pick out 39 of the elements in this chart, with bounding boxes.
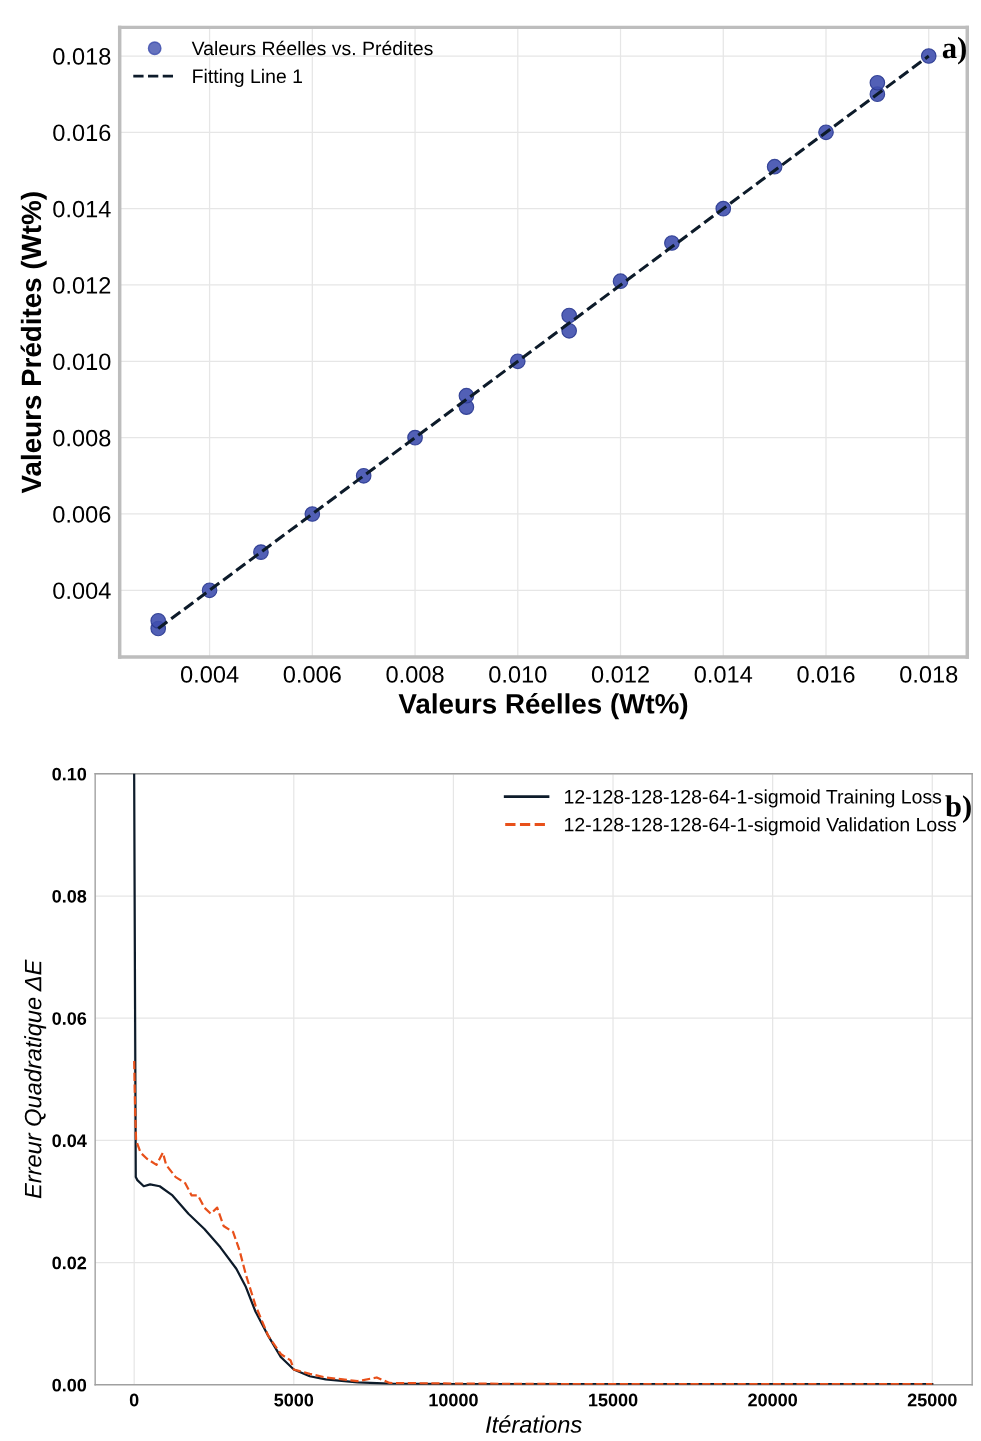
x-tick-label: 0.014: [694, 666, 753, 683]
x-tick-label: 0.006: [283, 666, 341, 683]
y-tick-label: 0.014: [53, 200, 111, 218]
x-tick-label: 25000: [907, 1393, 957, 1407]
y-tick-label: 0.04: [52, 1134, 87, 1148]
legend-label: Valeurs Réelles vs. Prédites: [191, 40, 433, 56]
y-tick-label: 0.010: [53, 353, 111, 371]
x-tick-label: 0.012: [591, 666, 649, 683]
y-axis-title: Erreur Quadratique ΔE: [24, 959, 47, 1199]
line-series: [133, 1059, 934, 1385]
legend-label: Fitting Line 1: [193, 68, 303, 87]
x-tick-label: 15000: [589, 1393, 638, 1407]
y-tick-label: 0.004: [53, 582, 111, 600]
y-tick-label: 0.012: [53, 277, 111, 294]
y-tick-label: 0.016: [53, 124, 111, 142]
annotation: a): [942, 36, 966, 65]
x-tick-label: 0.008: [386, 666, 444, 683]
y-tick-label: 0.018: [53, 48, 111, 65]
x-tick-label: 0.018: [900, 666, 958, 683]
y-tick-label: 0.00: [52, 1378, 87, 1392]
x-tick-label: 0.016: [797, 666, 855, 683]
y-tick-label: 0.10: [52, 767, 87, 781]
x-axis-title: Itérations: [486, 1415, 582, 1433]
point: [869, 74, 886, 91]
y-tick-label: 0.008: [53, 429, 111, 447]
y-tick-label: 0.02: [52, 1256, 87, 1270]
y-tick-label: 0.08: [52, 889, 87, 903]
y-tick-label: 0.06: [52, 1012, 87, 1025]
x-tick-label: 20000: [748, 1393, 798, 1407]
x-tick-label: 0.010: [489, 666, 547, 683]
point: [561, 307, 577, 324]
x-axis-title: Valeurs Réelles (Wt%): [398, 692, 688, 720]
x-tick-label: 0: [129, 1393, 139, 1407]
x-tick-label: 5000: [274, 1393, 314, 1407]
y-axis-title: Valeurs Prédites (Wt%): [20, 192, 47, 494]
y-tick-label: 0.006: [53, 506, 111, 523]
legend-label: 12-128-128-128-64-1-sigmoid Training Loss: [565, 789, 942, 808]
x-tick-label: 10000: [429, 1393, 478, 1407]
x-tick-label: 0.004: [180, 666, 239, 683]
